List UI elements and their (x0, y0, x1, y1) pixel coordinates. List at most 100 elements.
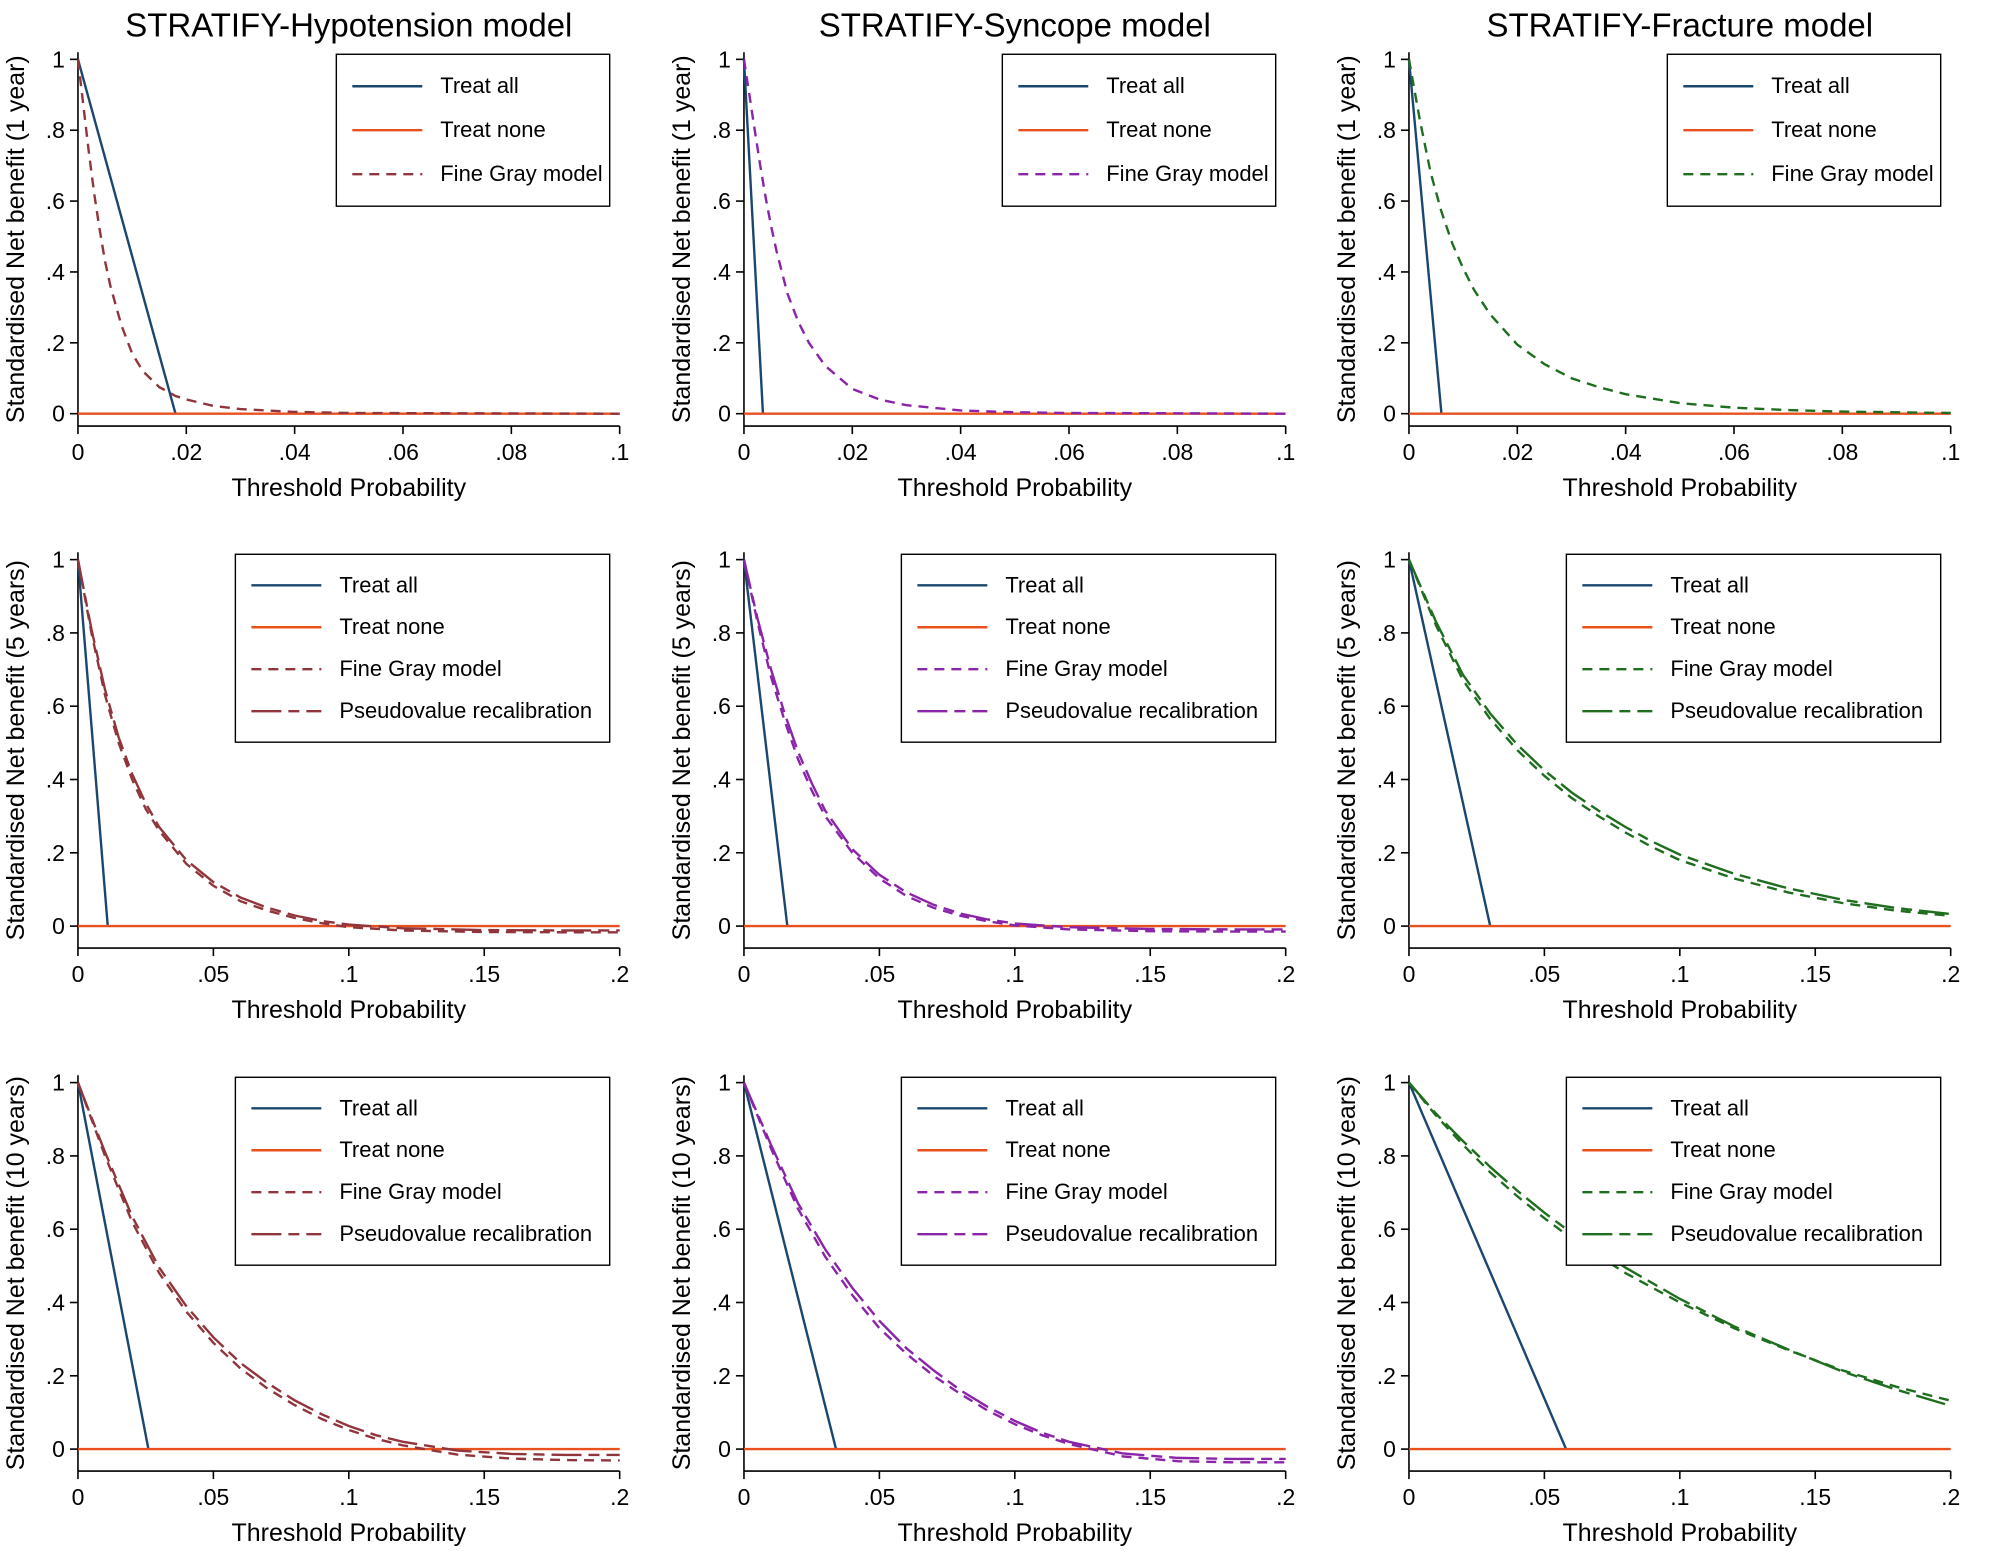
chart-canvas: 0 .2 .4 .6 .8 1 0 .05 .1 .15 .2 Threshold Probabili… (1333, 547, 1960, 1024)
chart-canvas: 0 .2 .4 .6 .8 1 0 .05 .1 .15 .2 Threshold Probabili… (668, 547, 1295, 1024)
series-line-fine-gray-model (742, 1081, 1286, 1464)
x-axis-label: Threshold Probability (232, 1519, 467, 1547)
series-line-fine-gray-model (76, 559, 620, 934)
x-axis-label: Threshold Probability (232, 474, 467, 502)
chart-canvas: STRATIFY-Fracture model 0 .2 .4 .6 .8 1 0 .02 .04… (1333, 6, 1960, 502)
legend-label-treat-all: Treat all (339, 573, 418, 598)
chart-stratify-hypotension-10-years: 0 .2 .4 .6 .8 1 0 .05 .1 .15 .2 Threshold Probabili… (0, 1045, 666, 1567)
series-line-fine-gray-model (1408, 59, 1952, 415)
legend-label-fine-gray-model: Fine Gray model (339, 657, 501, 682)
legend-label-pseudovalue-recalibration: Pseudovalue recalibration (339, 1221, 592, 1246)
x-tick-label: .2 (1941, 1484, 1960, 1510)
y-axis-label: Standardised Net benefit (5 years) (2, 560, 30, 940)
y-axis-label: Standardised Net benefit (5 years) (668, 560, 696, 940)
y-tick-label: 0 (52, 401, 65, 427)
legend-label-pseudovalue-recalibration: Pseudovalue recalibration (339, 699, 592, 724)
chart-stratify-syncope-5-years: 0 .2 .4 .6 .8 1 0 .05 .1 .15 .2 Threshold Probabili… (666, 522, 1332, 1044)
legend-label-treat-none: Treat none (1671, 615, 1776, 640)
x-tick-label: 0 (737, 439, 750, 465)
x-axis-label: Threshold Probability (232, 996, 467, 1024)
series-line-treat-all (742, 559, 789, 927)
legend-box: Treat all Treat none Fine Gray model (335, 53, 611, 207)
y-tick-label: .4 (1377, 767, 1396, 793)
legend-label-treat-none: Treat none (1671, 1137, 1776, 1162)
x-tick-label: 0 (1403, 439, 1416, 465)
plot-title: STRATIFY-Hypotension model (125, 6, 572, 43)
chart-stratify-syncope-10-years: 0 .2 .4 .6 .8 1 0 .05 .1 .15 .2 Threshold Probabili… (666, 1045, 1332, 1567)
x-axis-label: Threshold Probability (897, 1519, 1132, 1547)
y-axis-label: Standardised Net benefit (1 year) (2, 55, 30, 423)
x-tick-label: .1 (339, 961, 358, 987)
series-line-pseudovalue-recalibration (76, 559, 620, 933)
y-axis-label: Standardised Net benefit (10 years) (1333, 1076, 1361, 1470)
x-tick-label: .06 (387, 439, 419, 465)
x-axis-label: Threshold Probability (1563, 996, 1798, 1024)
y-tick-label: 0 (1383, 401, 1396, 427)
series-line-pseudovalue-recalibration (742, 559, 1286, 931)
y-tick-label: 1 (52, 46, 65, 72)
series-line-pseudovalue-recalibration (742, 1081, 1286, 1460)
y-axis-label: Standardised Net benefit (1 year) (668, 55, 696, 423)
x-tick-label: .05 (863, 961, 895, 987)
chart-stratify-fracture-5-years: 0 .2 .4 .6 .8 1 0 .05 .1 .15 .2 Threshold Probabili… (1331, 522, 1997, 1044)
legend-label-treat-none: Treat none (339, 1137, 444, 1162)
x-axis-label: Threshold Probability (1563, 474, 1798, 502)
x-tick-label: .04 (1610, 439, 1642, 465)
y-tick-label: 1 (52, 1069, 65, 1095)
x-tick-label: .05 (197, 1484, 229, 1510)
y-axis-label: Standardised Net benefit (10 years) (668, 1076, 696, 1470)
y-tick-label: .8 (1377, 117, 1396, 143)
series-line-treat-all (76, 559, 109, 927)
x-tick-label: 0 (72, 961, 85, 987)
series-line-fine-gray-model (742, 559, 1286, 934)
legend-label-treat-all: Treat all (1671, 573, 1750, 598)
x-tick-label: .02 (1502, 439, 1534, 465)
x-tick-label: 0 (1403, 961, 1416, 987)
x-tick-label: .06 (1718, 439, 1750, 465)
legend-label-fine-gray-model: Fine Gray model (1671, 1179, 1833, 1204)
y-tick-label: .4 (711, 259, 730, 285)
series-line-treat-all (1408, 559, 1492, 927)
series-line-treat-all (1408, 1081, 1568, 1450)
y-tick-label: .6 (711, 188, 730, 214)
plot-title: STRATIFY-Syncope model (818, 6, 1210, 43)
x-tick-label: .04 (944, 439, 976, 465)
y-tick-label: 1 (718, 547, 731, 573)
x-tick-label: .08 (1161, 439, 1193, 465)
x-axis-label: Threshold Probability (897, 996, 1132, 1024)
y-tick-label: 1 (1383, 547, 1396, 573)
y-axis-label: Standardised Net benefit (5 years) (1333, 560, 1361, 940)
x-tick-label: .05 (1529, 961, 1561, 987)
legend-box: Treat all Treat none Fine Gray model Pseudo… (1565, 1076, 1942, 1266)
x-tick-label: .05 (197, 961, 229, 987)
y-tick-label: .2 (1377, 1362, 1396, 1388)
y-tick-label: 0 (52, 1436, 65, 1462)
y-tick-label: .4 (46, 1289, 65, 1315)
x-tick-label: .08 (1827, 439, 1859, 465)
legend-label-fine-gray-model: Fine Gray model (1671, 657, 1833, 682)
series-line-pseudovalue-recalibration (1408, 1081, 1952, 1407)
y-tick-label: .6 (46, 694, 65, 720)
series-line-treat-all (742, 1081, 837, 1450)
y-tick-label: .6 (46, 1216, 65, 1242)
legend-box: Treat all Treat none Fine Gray model Pseudo… (234, 553, 611, 744)
x-tick-label: .15 (1800, 961, 1832, 987)
y-tick-label: .2 (1377, 330, 1396, 356)
y-tick-label: .4 (1377, 1289, 1396, 1315)
legend-label-treat-none: Treat none (339, 615, 444, 640)
y-tick-label: .2 (711, 840, 730, 866)
legend-box: Treat all Treat none Fine Gray model Pseudo… (900, 1076, 1277, 1266)
y-tick-label: .4 (711, 767, 730, 793)
y-tick-label: 0 (718, 1436, 731, 1462)
y-tick-label: .8 (711, 620, 730, 646)
legend-label-treat-all: Treat all (339, 1095, 418, 1120)
y-tick-label: 0 (52, 913, 65, 939)
y-tick-label: .6 (1377, 188, 1396, 214)
y-tick-label: .8 (711, 1143, 730, 1169)
y-tick-label: 1 (1383, 46, 1396, 72)
legend-label-fine-gray-model: Fine Gray model (1106, 161, 1268, 186)
y-tick-label: 1 (718, 46, 731, 72)
x-tick-label: .2 (1276, 961, 1295, 987)
legend-label-pseudovalue-recalibration: Pseudovalue recalibration (1005, 699, 1258, 724)
